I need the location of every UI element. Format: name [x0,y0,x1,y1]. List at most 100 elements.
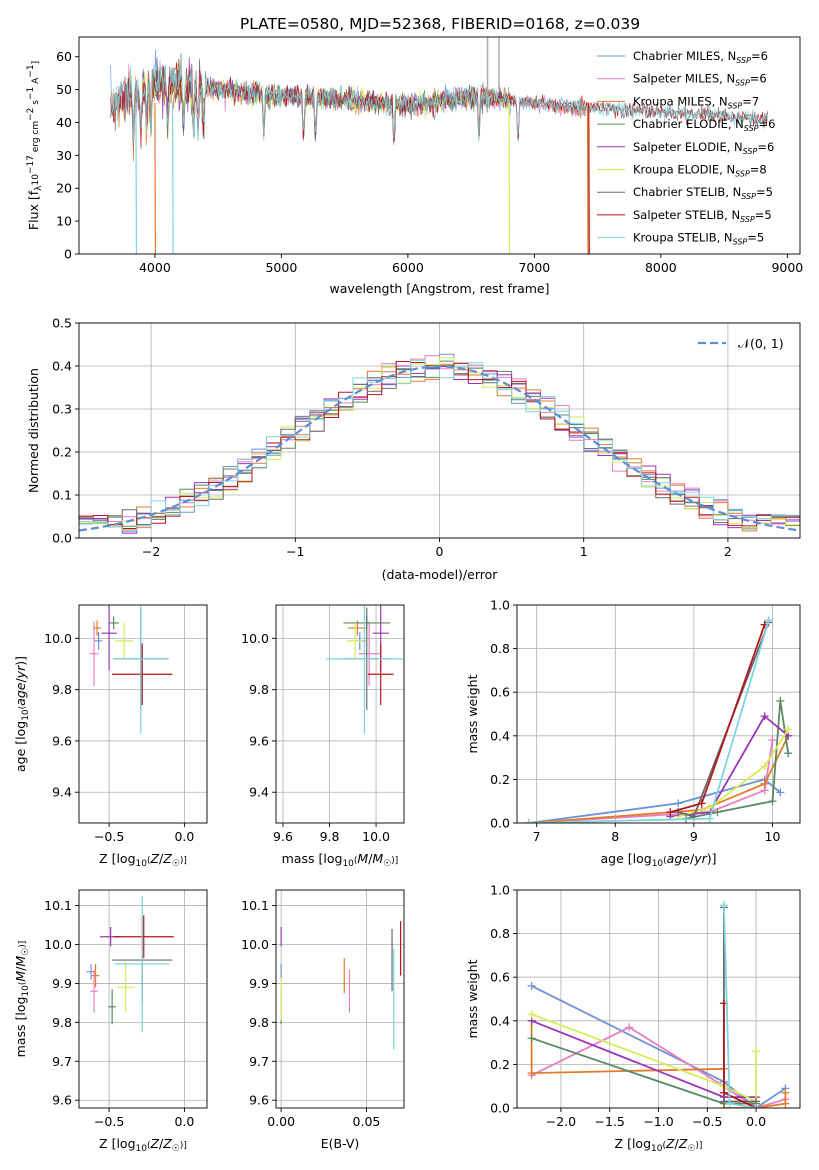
x-tick-label: 9.8 [320,829,340,844]
x-tick-label: 0 [436,544,444,559]
y-tick-label: 9.7 [52,1054,72,1069]
weight-line-8 [528,620,770,823]
label-part: )] [695,1141,702,1151]
age_weight-lines [524,616,793,823]
label-part: )] [391,856,398,866]
label-part: )] [707,851,717,866]
normal-curve [79,365,800,532]
label-part: Z [149,1136,159,1151]
axes-frame [78,604,208,824]
y-tick-label: 0.2 [490,1057,510,1072]
y-tick-label: 0.5 [52,316,72,331]
x-tick-label: 0.0 [174,1114,194,1129]
y-tick-label: 40 [56,115,72,130]
label-part: age [log [601,851,652,866]
x-tick-label: −2 [142,544,160,559]
y-tick-label: 9.4 [52,785,72,800]
label-part: M [13,971,28,982]
spectrum-drop-2 [508,102,511,254]
label-part: / [159,851,164,866]
x-tick-label: 2 [724,544,732,559]
axes-frame [78,36,801,255]
y-tick-label: 0.4 [490,728,510,743]
label-part: −1 [26,87,36,100]
figure-title: PLATE=0580, MJD=52368, FIBERID=0168, z=0… [240,15,640,33]
weight-line-8 [723,905,757,1108]
y-tick-label: 9.8 [249,682,269,697]
legend-normal-label: 𝒩(0, 1) [738,336,784,351]
label-part: mass [log [282,851,343,866]
x-tick-label: 1 [580,544,588,559]
label-part: −2 [26,108,36,121]
legend-subscript: SSP [736,56,751,65]
legend-label: Chabrier MILES, NSSP=6 [633,49,768,65]
axes-frame [516,889,801,1109]
legend-series-name: Salpeter MILES, N [633,72,735,86]
label-part: 10 [21,985,31,997]
y-tick-label: 9.4 [249,785,269,800]
panel-residuals: −2 −1 0 1 2 0.0 0.1 0.2 0.3 0.4 0.5 (data-model)/er… [26,316,801,582]
spectrum-drop-5 [135,102,138,254]
legend-count: =6 [750,72,767,86]
weight-line-5 [531,1013,757,1103]
spectrum-drop-1 [172,102,174,254]
x-tick-label: 9000 [771,260,803,275]
y-tick-label: 0.1 [52,488,72,503]
weight-line-1 [528,740,774,823]
x-tick-label: −0.5 [94,829,124,844]
legend-subscript: SSP [740,215,755,224]
label-part: 10 [652,859,664,869]
y-tick-label: 9.7 [249,1054,269,1069]
legend-label: Chabrier STELIB, NSSP=5 [633,185,773,201]
label-part: age [13,682,28,706]
y-tick-label: 0.4 [490,1013,510,1028]
axes-frame [78,889,208,1109]
label-part: Z [149,851,159,866]
label-part: Z [log [615,1136,651,1151]
residuals-xlabel: (data-model)/error [382,567,499,582]
label-part: A [31,77,41,87]
x-tick-label: −1 [286,544,304,559]
label-part: Z [162,1136,172,1151]
y-tick-label: 0 [64,247,72,262]
panel-z-weight: −2.0 −1.5 −1.0 −0.5 0.0 0.0 0.2 0.4 0.6 0.8 1.0 Z [… [465,883,801,1154]
axes-frame [78,322,801,539]
label-part: / [368,851,373,866]
spectrum-line-7 [110,62,768,149]
label-part: ☉ [172,859,180,869]
legend-series-name: Kroupa ELODIE, N [633,163,735,177]
legend-label: Kroupa STELIB, NSSP=5 [633,231,764,247]
label-part: ( [147,1141,151,1151]
legend-count: =6 [757,140,774,154]
y-tick-label: 0.2 [52,445,72,460]
residual-histograms [79,353,800,534]
x-tick-label: 6000 [392,260,424,275]
label-part: ( [18,982,28,986]
y-tick-label: 9.6 [249,1093,269,1108]
legend-label: Salpeter ELODIE, NSSP=6 [633,140,774,156]
spectrum-drop-4 [588,102,590,254]
label-part: ( [354,856,358,866]
label-part: 10 [136,1144,148,1154]
grid-lines [79,890,207,1108]
spectrum-drop-3 [586,102,589,254]
legend-label: Salpeter MILES, NSSP=6 [633,72,767,88]
y-tick-label: 1.0 [490,883,510,898]
axes-frame [275,889,405,1109]
label-part: 10 [342,859,354,869]
ticks: −2 −1 0 1 2 0.0 0.1 0.2 0.3 0.4 0.5 [52,316,732,560]
spectrum-line-8 [110,64,769,144]
z_weight-ylabel: mass weight [465,959,480,1038]
label-part: )] [180,1141,187,1151]
label-part: mass [log [13,997,28,1058]
y-tick-label: 10.0 [44,631,72,646]
label-part: 10 [21,709,31,721]
y-tick-label: 9.6 [52,733,72,748]
y-tick-label: 0.0 [52,531,72,546]
legend-count: =7 [742,94,759,108]
legend-subscript: SSP [743,147,758,156]
x-tick-label: −0.5 [692,1114,722,1129]
y-tick-label: 0.2 [490,772,510,787]
legend-count: =8 [750,163,767,177]
